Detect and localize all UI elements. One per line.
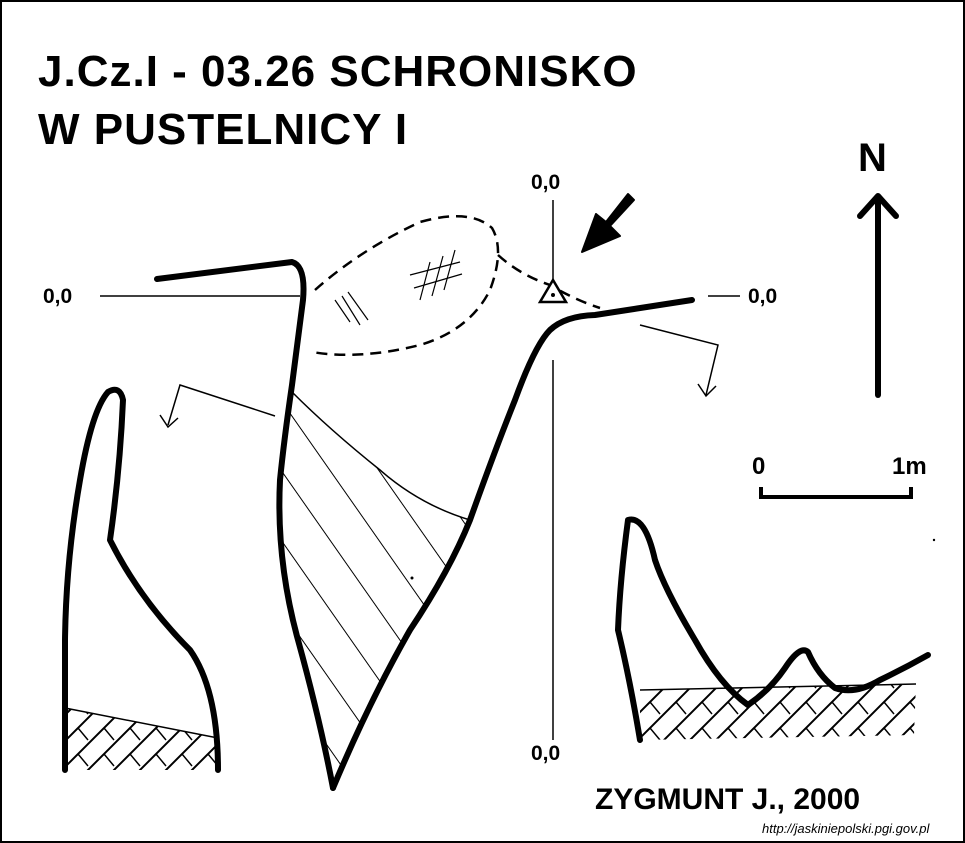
datum-label-right: 0,0 xyxy=(748,285,778,308)
north-label: N xyxy=(858,136,887,180)
triangle-station-icon xyxy=(537,277,569,304)
main-cross-section xyxy=(154,215,719,791)
dashed-ceiling-outline xyxy=(311,215,500,357)
ceiling-rock-marks xyxy=(334,249,463,326)
sediment-fill xyxy=(279,392,470,788)
right-profile-floor xyxy=(640,684,916,740)
scale-label-end: 1m xyxy=(892,453,927,480)
specks xyxy=(410,538,936,580)
datum-label-bottom: 0,0 xyxy=(531,742,561,765)
left-profile-floor xyxy=(65,708,218,770)
map-title-line-1: J.Cz.I - 03.26 SCHRONISKO xyxy=(38,47,638,96)
datum-label-top: 0,0 xyxy=(531,171,561,194)
map-title-line-2: W PUSTELNICY I xyxy=(38,105,409,154)
right-profile xyxy=(615,516,931,743)
scale-bar xyxy=(759,487,913,499)
left-profile-outline xyxy=(62,386,221,773)
main-left-wall xyxy=(154,259,336,791)
sediment-surface xyxy=(291,391,471,521)
profile-marker-left xyxy=(159,384,276,429)
profile-marker-right xyxy=(639,324,719,398)
north-arrow-icon xyxy=(857,193,899,398)
entrance-arrow-icon xyxy=(581,193,635,253)
source-url: http://jaskiniepolski.pgi.gov.pl xyxy=(762,821,930,836)
datum-label-left: 0,0 xyxy=(43,285,73,308)
left-profile xyxy=(62,386,221,773)
scale-label-start: 0 xyxy=(752,453,766,480)
author-credit: ZYGMUNT J., 2000 xyxy=(595,783,861,816)
